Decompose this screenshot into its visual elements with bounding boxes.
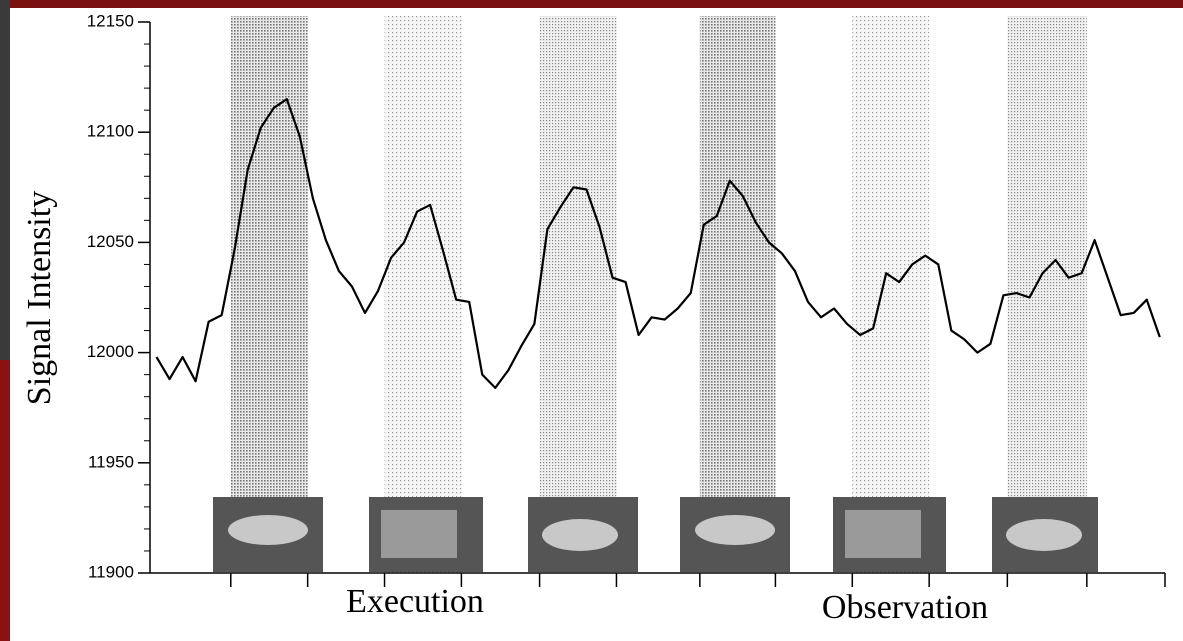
y-axis-label: Signal Intensity: [21, 191, 58, 405]
left-border-dark: [0, 0, 10, 360]
stimulus-block: [699, 16, 776, 573]
stimulus-block: [230, 16, 308, 573]
top-border: [0, 0, 1183, 8]
signal-line: [155, 98, 1161, 389]
blocks: [230, 16, 1087, 573]
hand-shape: [1006, 519, 1082, 551]
stimulus-block: [852, 16, 930, 573]
screen-shape: [381, 510, 457, 558]
screen-shape: [845, 510, 921, 558]
hand-shape: [695, 515, 775, 545]
y-tick-label: 11950: [88, 452, 134, 471]
stimulus-images: [213, 497, 1098, 572]
left-border-red: [0, 360, 10, 641]
annotation: Execution: [346, 583, 484, 620]
y-tick-label: 12050: [87, 232, 134, 251]
y-tick-label: 11900: [88, 562, 134, 581]
annotation: Observation: [822, 589, 988, 626]
y-tick-label: 12000: [87, 342, 134, 361]
stimulus-block: [539, 16, 617, 573]
y-tick-label: 12100: [87, 122, 134, 141]
stimulus-block: [384, 16, 462, 573]
y-tick-label: 12150: [87, 11, 134, 30]
hand-shape: [228, 515, 308, 545]
hand-shape: [542, 519, 618, 551]
